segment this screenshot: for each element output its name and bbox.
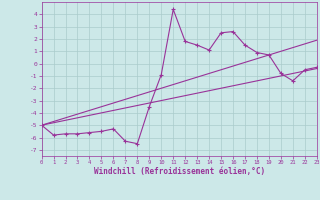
X-axis label: Windchill (Refroidissement éolien,°C): Windchill (Refroidissement éolien,°C) <box>94 167 265 176</box>
